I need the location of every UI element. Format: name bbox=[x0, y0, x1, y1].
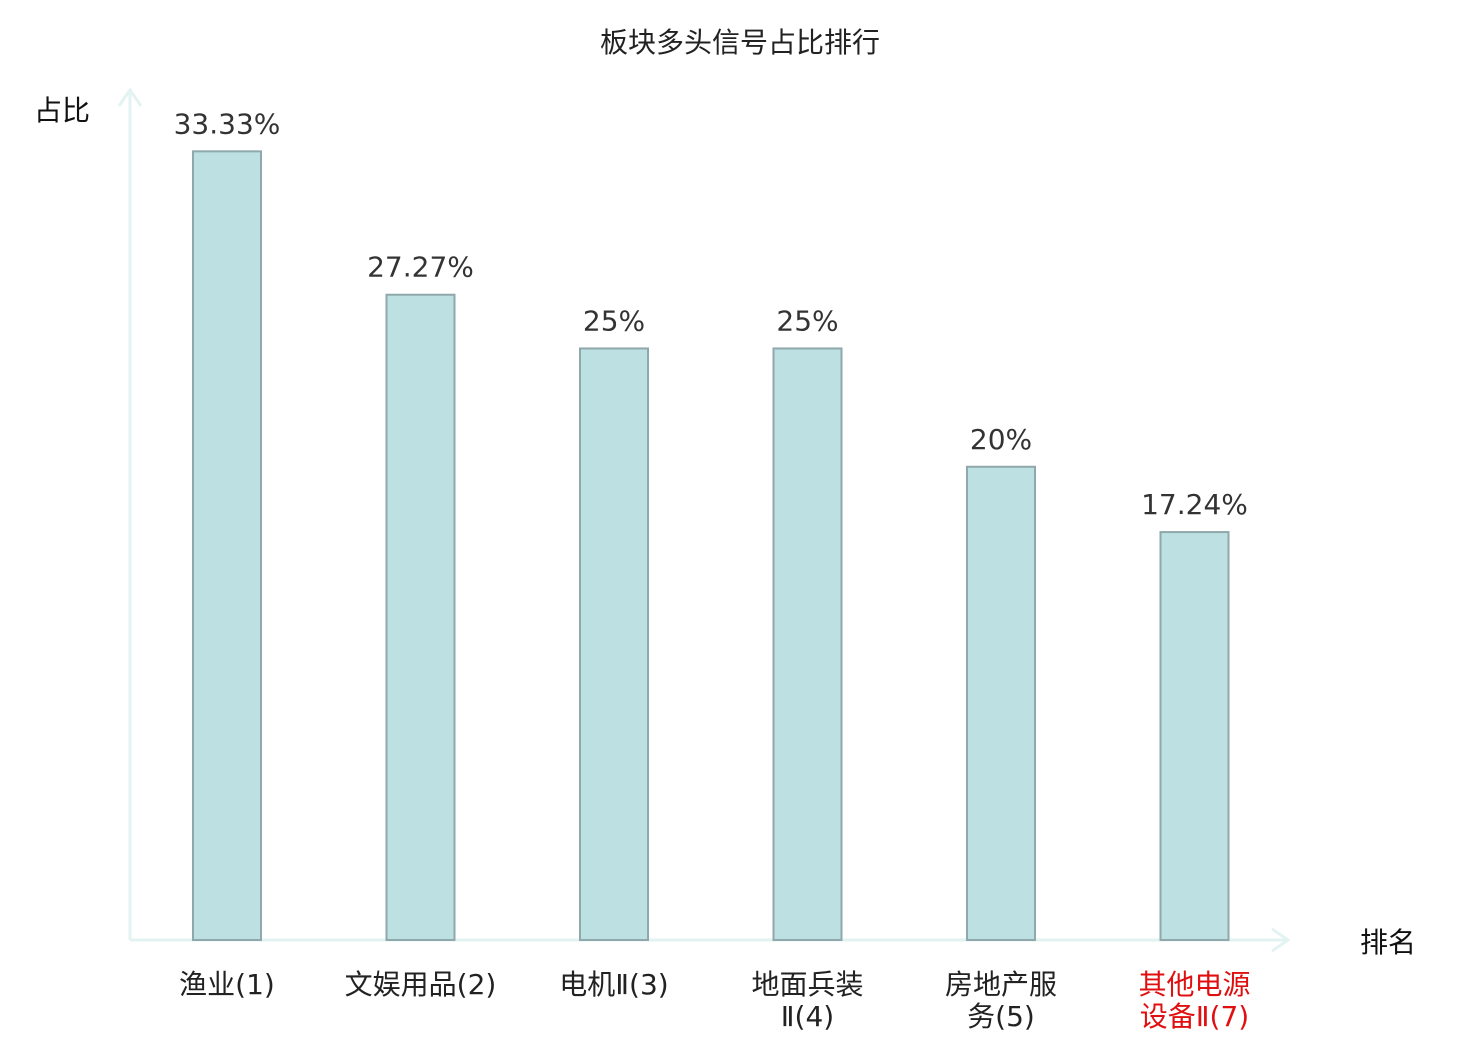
bar bbox=[966, 465, 1036, 941]
x-tick-label: 务(5) bbox=[967, 1000, 1035, 1033]
x-tick-label: 地面兵装 bbox=[751, 968, 863, 1001]
x-axis-label: 排名 bbox=[1360, 926, 1416, 959]
chart-title: 板块多头信号占比排行 bbox=[600, 26, 880, 59]
bar-value-label: 25% bbox=[776, 304, 838, 337]
x-tick-label: 房地产服 bbox=[945, 968, 1057, 1001]
bar-value-label: 20% bbox=[970, 423, 1032, 456]
x-axis-arrow bbox=[1271, 927, 1291, 953]
bar bbox=[1159, 531, 1230, 942]
bars-group bbox=[192, 150, 1230, 942]
x-tick-label: 电机Ⅱ(3) bbox=[559, 968, 668, 1001]
x-tick-label: 设备Ⅱ(7) bbox=[1140, 1000, 1249, 1033]
bar bbox=[385, 293, 456, 941]
bar-value-label: 17.24% bbox=[1141, 488, 1248, 521]
bar-value-label: 33.33% bbox=[174, 107, 281, 140]
value-labels-group: 33.33% 27.27% 25% 25% 20% 17.24% bbox=[174, 107, 1248, 521]
x-tick-label: 渔业(1) bbox=[179, 968, 275, 1001]
bar bbox=[579, 347, 649, 942]
bar-value-label: 27.27% bbox=[367, 251, 474, 284]
bar bbox=[192, 150, 262, 941]
y-axis-label: 占比 bbox=[34, 94, 90, 127]
y-axis-arrow bbox=[117, 87, 143, 107]
x-tick-label: Ⅱ(4) bbox=[781, 1000, 834, 1033]
x-tick-label: 其他电源 bbox=[1138, 968, 1250, 1001]
x-tick-label: 文娱用品(2) bbox=[345, 968, 497, 1001]
bar-value-label: 25% bbox=[583, 304, 645, 337]
bar bbox=[772, 347, 843, 942]
